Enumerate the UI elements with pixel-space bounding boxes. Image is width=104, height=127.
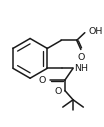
Text: O: O	[77, 53, 85, 62]
Text: O: O	[54, 87, 62, 96]
Text: O: O	[39, 76, 46, 85]
Text: OH: OH	[89, 27, 103, 36]
Text: NH: NH	[74, 64, 88, 73]
